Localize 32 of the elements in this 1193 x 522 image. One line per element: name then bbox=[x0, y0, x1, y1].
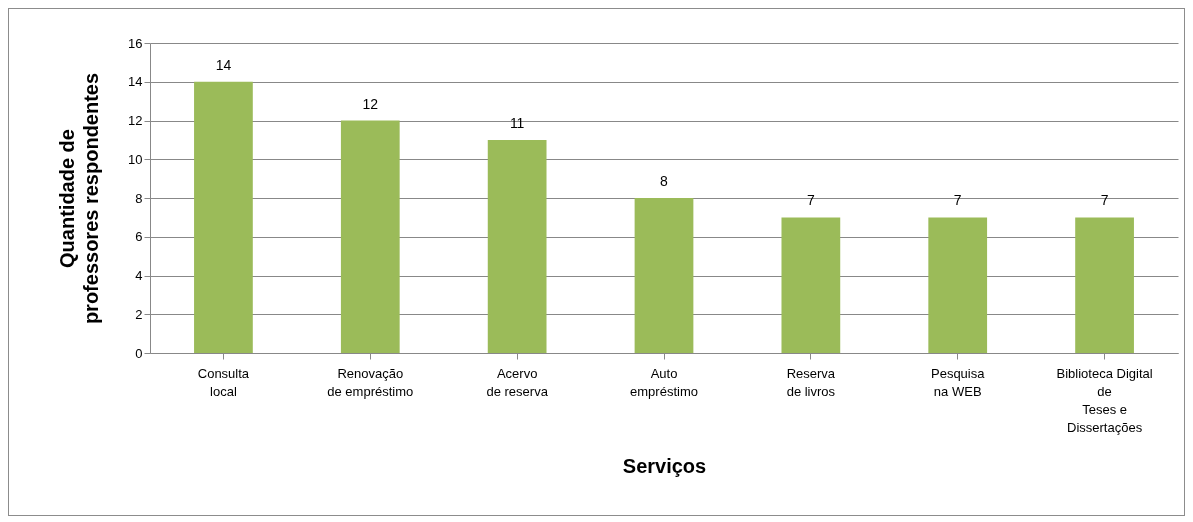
data-label: 8 bbox=[660, 173, 669, 189]
bar bbox=[1075, 217, 1134, 353]
bar bbox=[634, 198, 694, 353]
bar bbox=[340, 120, 400, 353]
bar bbox=[194, 81, 253, 353]
y-tick-label: 6 bbox=[135, 229, 143, 245]
x-axis-title: Serviços bbox=[622, 454, 707, 477]
y-tick-label: 2 bbox=[135, 306, 143, 322]
data-label: 7 bbox=[806, 192, 815, 209]
x-tick-label: Biblioteca Digital de Teses e Dissertações bbox=[1056, 365, 1153, 435]
data-label: 11 bbox=[509, 114, 525, 131]
bar bbox=[928, 217, 988, 353]
y-tick-label: 14 bbox=[128, 74, 143, 90]
y-tick-label: 10 bbox=[128, 151, 143, 167]
x-tick-label: Renovação de empréstimo bbox=[327, 365, 414, 399]
data-label: 14 bbox=[215, 56, 232, 73]
y-tick-label: 4 bbox=[135, 268, 143, 283]
x-tick-label: Pesquisa na WEB bbox=[930, 365, 986, 399]
y-axis-title: Quantidade de professores respondentes bbox=[56, 72, 103, 325]
y-tick-label: 8 bbox=[135, 190, 143, 206]
x-tick-label: Acervo de reserva bbox=[486, 365, 549, 399]
x-tick-label: Reserva de livros bbox=[786, 365, 836, 399]
bar bbox=[487, 139, 547, 353]
y-tick-label: 16 bbox=[128, 35, 143, 51]
data-label: 12 bbox=[362, 95, 379, 112]
data-label: 7 bbox=[953, 192, 962, 209]
x-tick-label: Auto empréstimo bbox=[630, 365, 698, 399]
bar bbox=[781, 217, 841, 353]
data-label: 7 bbox=[1100, 192, 1109, 209]
x-tick-label: Consulta local bbox=[197, 365, 250, 399]
y-tick-label: 12 bbox=[128, 113, 143, 128]
y-tick-label: 0 bbox=[135, 345, 143, 361]
